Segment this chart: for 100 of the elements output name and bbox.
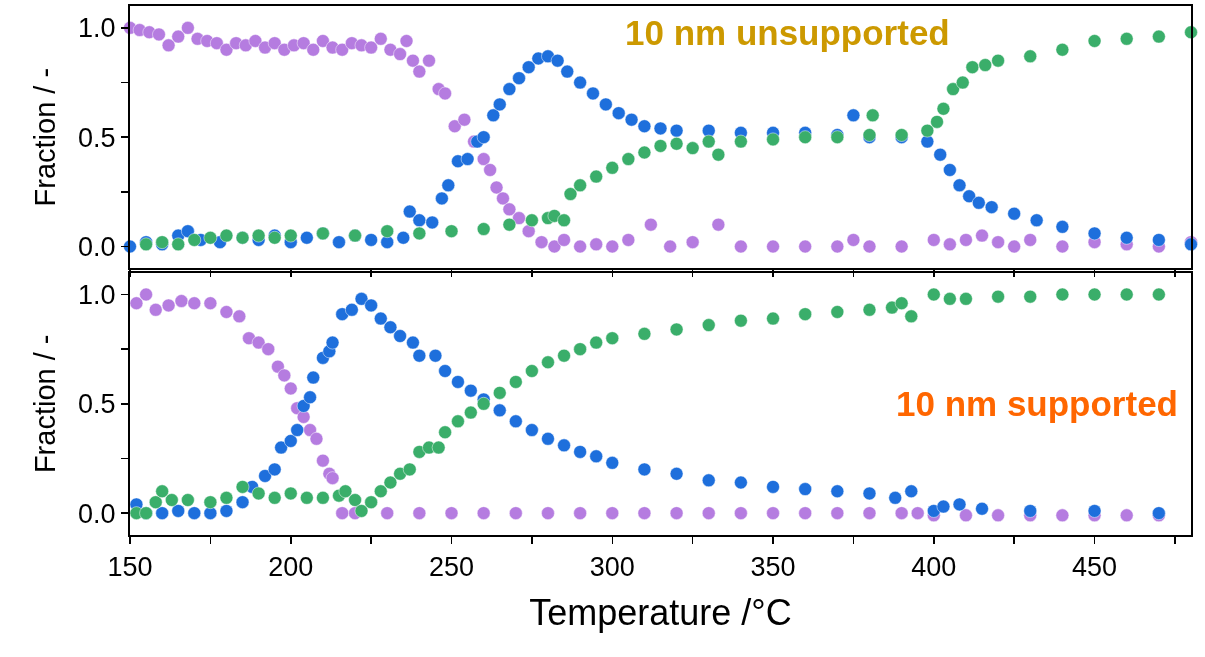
point	[428, 348, 443, 363]
point	[589, 169, 604, 184]
point	[589, 449, 604, 464]
point	[557, 213, 571, 228]
point	[862, 486, 877, 501]
x-tick-label: 450	[1072, 552, 1118, 583]
point	[701, 506, 716, 521]
point	[348, 493, 362, 507]
point	[187, 296, 202, 311]
point	[541, 355, 555, 370]
point	[798, 506, 813, 521]
point	[203, 296, 218, 311]
point	[862, 506, 877, 521]
point	[669, 136, 684, 151]
point	[766, 506, 780, 521]
point	[669, 322, 684, 337]
point	[605, 455, 620, 470]
point	[865, 108, 880, 123]
y-tick-label: 1.0	[78, 279, 116, 310]
point	[444, 224, 459, 239]
point	[991, 508, 1005, 523]
point	[669, 506, 684, 521]
point	[155, 484, 170, 499]
point	[463, 405, 478, 420]
point	[1055, 508, 1070, 523]
point	[936, 499, 951, 514]
point	[701, 134, 716, 149]
point	[1151, 29, 1166, 44]
point	[946, 82, 960, 96]
point	[798, 482, 813, 496]
point	[451, 414, 465, 429]
point	[766, 480, 780, 494]
point	[920, 123, 935, 138]
point	[637, 462, 652, 477]
point	[605, 331, 620, 346]
point	[303, 390, 317, 405]
x-tick-label: 300	[589, 552, 635, 583]
point	[235, 480, 250, 494]
point	[180, 493, 195, 507]
point	[605, 160, 620, 175]
point	[936, 101, 951, 116]
point	[589, 335, 604, 350]
point	[274, 440, 289, 455]
point	[393, 329, 407, 343]
point	[733, 134, 748, 149]
point	[1023, 49, 1038, 64]
point	[830, 506, 845, 521]
point	[508, 506, 523, 521]
point	[894, 296, 909, 311]
point	[991, 289, 1005, 304]
y-axis-title: Fraction / -	[28, 67, 61, 207]
point	[463, 383, 478, 398]
point	[637, 506, 652, 521]
point	[733, 475, 748, 490]
point	[164, 493, 179, 507]
point	[271, 359, 285, 374]
point	[541, 431, 555, 446]
point	[492, 403, 507, 418]
y-tick-label: 0.0	[78, 231, 116, 262]
point	[711, 147, 726, 162]
x-tick-label: 200	[268, 552, 314, 583]
point	[406, 335, 420, 350]
point	[476, 396, 491, 411]
point	[1151, 287, 1166, 302]
point	[1119, 287, 1134, 302]
point	[171, 504, 186, 518]
point	[174, 294, 189, 308]
y-tick-label: 0.5	[78, 389, 116, 420]
point	[380, 224, 395, 239]
point	[965, 60, 980, 75]
point	[299, 490, 314, 505]
point	[910, 506, 925, 521]
point	[380, 506, 395, 521]
point	[316, 453, 330, 468]
point	[148, 302, 163, 317]
point	[733, 506, 748, 521]
point	[364, 495, 379, 510]
x-tick-label: 250	[428, 552, 475, 583]
point	[653, 139, 668, 153]
point	[219, 504, 234, 518]
point	[283, 486, 298, 501]
point	[476, 506, 491, 521]
point	[364, 298, 379, 313]
point	[1055, 42, 1070, 57]
point	[261, 342, 276, 357]
point	[508, 375, 523, 389]
point	[541, 506, 555, 521]
point	[525, 364, 539, 378]
point	[235, 495, 250, 510]
point	[508, 414, 523, 429]
point	[573, 178, 588, 193]
point	[525, 423, 539, 437]
point	[203, 230, 218, 245]
point	[335, 506, 350, 521]
point	[438, 425, 452, 440]
point	[476, 222, 491, 236]
point	[219, 305, 234, 319]
point	[187, 233, 202, 247]
point	[258, 469, 272, 483]
point	[942, 291, 957, 306]
